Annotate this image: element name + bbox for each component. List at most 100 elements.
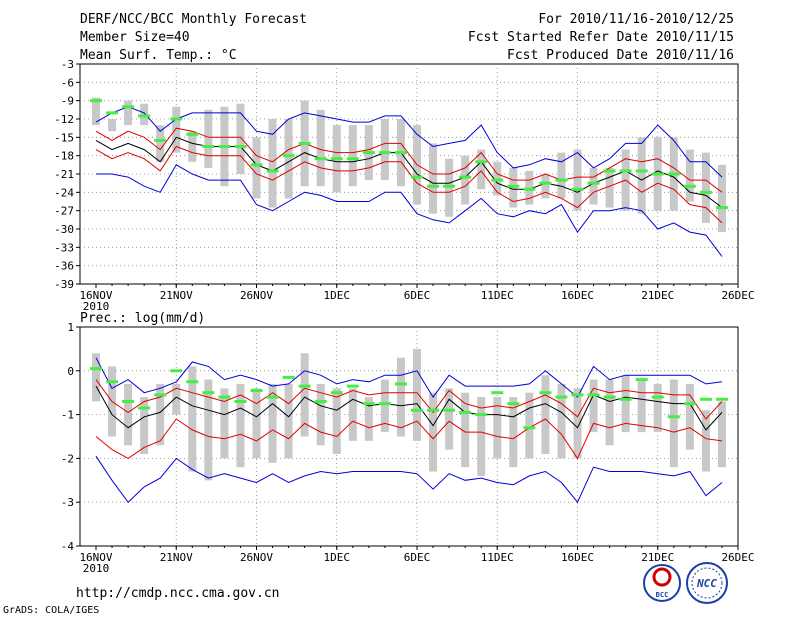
temp-x-tick-label: 16DEC xyxy=(561,289,594,302)
temp-observed-marker xyxy=(122,105,135,109)
prec-range-bar xyxy=(188,366,197,472)
prec-range-bar xyxy=(348,388,357,441)
temperature-panel: -3 -6 -9 -12 -15 -18 -21 -24 -27 -30 -33 -36 -39 16NO… xyxy=(54,58,754,313)
forecast-period: For 2010/11/16-2010/12/25 xyxy=(538,12,734,27)
prec-observed-marker xyxy=(154,393,167,397)
prec-range-bar xyxy=(637,379,646,433)
temp-observed-marker xyxy=(667,172,680,176)
prec-observed-marker xyxy=(282,375,295,379)
temp-series-min xyxy=(96,164,723,257)
prec-range-bar xyxy=(124,383,133,446)
prec-range-bar xyxy=(380,379,389,433)
prec-range-bar xyxy=(252,388,261,459)
temp-observed-marker xyxy=(555,178,568,182)
bcc-logo-swirl xyxy=(652,567,672,587)
prec-range-bar xyxy=(220,388,229,459)
bcc-logo: BCC xyxy=(643,564,681,602)
temp-range-bar xyxy=(108,119,117,132)
prec-x-tick-label: 1DEC xyxy=(324,551,351,564)
temp-observed-marker xyxy=(475,160,488,164)
temp-range-bar xyxy=(477,149,486,190)
temp-y-tick-label: -21 xyxy=(54,168,74,181)
temp-observed-marker xyxy=(411,175,423,179)
temp-series-mean xyxy=(95,136,723,208)
temp-observed-marker xyxy=(250,163,263,167)
prec-observed-marker xyxy=(378,402,391,406)
temp-observed-marker xyxy=(346,157,359,161)
prec-range-bar xyxy=(685,383,694,450)
temp-x-tick-label: 1DEC xyxy=(324,289,351,302)
prec-observed-marker xyxy=(715,397,728,401)
prec-observed-marker xyxy=(250,389,263,393)
temp-x-tick-label: 16NOV xyxy=(79,289,112,302)
prec-x-tick-label: 26NOV xyxy=(240,551,273,564)
temp-x-tick-label: 21NOV xyxy=(160,289,193,302)
prec-series-mean xyxy=(95,385,723,431)
prec-x-tick-label: 21DEC xyxy=(641,551,674,564)
prec-y-tick-label: 1 xyxy=(67,321,74,334)
temp-y-tick-label: -12 xyxy=(54,113,74,126)
temp-y-tick-label: -24 xyxy=(54,186,74,199)
precipitation-panel: 1 0 -1 -2 -3 -4 16NOV 21NOV 26NOV 1DEC 6DEC 11DEC 16… xyxy=(61,321,755,575)
prec-observed-marker xyxy=(571,393,584,397)
temp-observed-marker xyxy=(266,169,279,173)
prec-range-bar xyxy=(396,357,405,437)
temp-range-bar xyxy=(140,103,149,126)
prec-year-label: 2010 xyxy=(83,562,110,575)
prec-observed-marker xyxy=(699,397,712,401)
temp-range-bar xyxy=(380,119,389,181)
temp-observed-marker xyxy=(378,151,391,155)
prec-observed-marker xyxy=(170,369,183,373)
prec-y-tick-label: -4 xyxy=(61,540,75,553)
grads-credit: GrADS: COLA/IGES xyxy=(3,605,99,616)
panel-title-precipitation: Prec.: log(mm/d) xyxy=(80,311,205,326)
temp-range-bar xyxy=(493,161,502,196)
temp-y-tick-label: -30 xyxy=(54,223,74,236)
prec-observed-marker xyxy=(266,395,279,399)
prec-observed-marker xyxy=(298,384,311,388)
source-url[interactable]: http://cmdp.ncc.cma.gov.cn xyxy=(76,586,280,601)
temp-observed-marker xyxy=(587,181,600,185)
temp-range-bar xyxy=(172,106,181,153)
prec-range-bar xyxy=(429,392,438,472)
prec-observed-marker xyxy=(346,384,359,388)
temp-observed-marker xyxy=(90,99,102,103)
prec-plot-frame xyxy=(79,326,739,547)
temp-y-tick-label: -39 xyxy=(54,278,74,291)
temp-observed-marker xyxy=(507,184,520,188)
prec-range-bar xyxy=(669,379,678,468)
temp-observed-marker xyxy=(651,172,664,176)
temp-range-bar xyxy=(701,152,710,223)
temp-y-tick-label: -18 xyxy=(54,150,74,163)
prec-series-upper xyxy=(95,379,723,420)
temp-range-bar xyxy=(717,164,726,233)
temp-x-tick-label: 26DEC xyxy=(721,289,754,302)
prec-observed-marker xyxy=(394,382,407,386)
temp-range-bar xyxy=(204,109,213,168)
temp-observed-marker xyxy=(715,206,728,210)
temp-range-bar xyxy=(348,125,357,187)
prec-observed-marker xyxy=(443,408,456,412)
prec-observed-marker xyxy=(90,367,102,371)
prec-range-bar xyxy=(140,397,149,455)
prec-range-bar xyxy=(701,410,710,472)
temp-observed-marker xyxy=(683,184,696,188)
prec-range-bar xyxy=(541,375,550,455)
prec-range-bar xyxy=(589,379,598,433)
prec-x-tick-label: 11DEC xyxy=(481,551,514,564)
temp-observed-marker xyxy=(539,181,552,185)
prec-observed-marker xyxy=(635,378,648,382)
prec-range-bar xyxy=(573,388,582,459)
temp-range-bar xyxy=(156,125,165,162)
prec-series-min xyxy=(95,455,723,504)
prec-range-bar xyxy=(525,392,534,459)
prec-range-bar xyxy=(268,383,277,463)
prec-x-tick-label: 26DEC xyxy=(721,551,754,564)
prec-range-bar xyxy=(204,379,213,481)
temp-observed-marker xyxy=(218,145,231,148)
temp-y-tick-label: -33 xyxy=(54,241,74,254)
temp-range-bar xyxy=(589,167,598,205)
temp-series-upper xyxy=(95,127,723,193)
temp-observed-marker xyxy=(619,169,632,173)
